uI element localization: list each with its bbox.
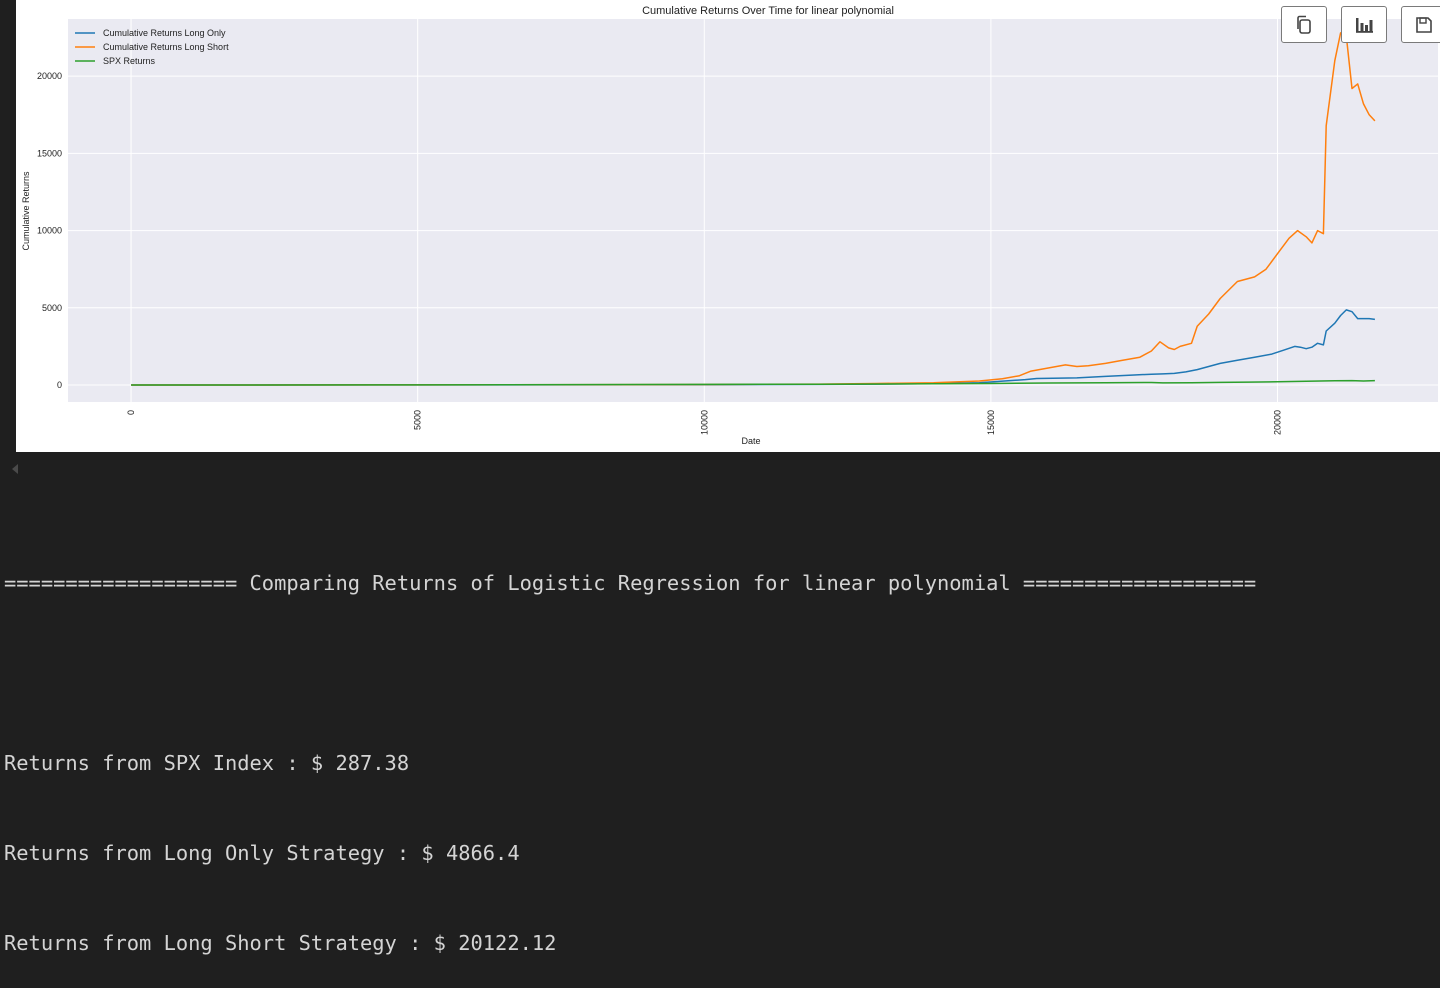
x-tick-label: 15000 [986, 410, 996, 435]
chart-title: Cumulative Returns Over Time for linear … [642, 5, 894, 17]
chart-view-button[interactable] [1341, 6, 1387, 43]
line-chart: 0 5000 10000 15000 20000 0 5000 10000 15000 20000… [21, 5, 1438, 446]
save-icon [1416, 16, 1432, 33]
copy-icon [1297, 15, 1311, 34]
y-tick-label: 15000 [37, 148, 62, 158]
y-tick-label: 5000 [42, 303, 62, 313]
x-axis-label: Date [741, 436, 760, 446]
x-tick-label: 5000 [413, 410, 423, 430]
legend-label: Cumulative Returns Long Short [103, 42, 229, 52]
plot-area [68, 19, 1438, 402]
series-line-1 [131, 309, 1376, 386]
save-button[interactable] [1401, 6, 1440, 43]
console-line-spx: Returns from SPX Index : $ 287.38 [4, 751, 410, 775]
copy-button[interactable] [1281, 6, 1327, 43]
legend-label: Cumulative Returns Long Only [103, 28, 226, 38]
console-line-long-short: Returns from Long Short Strategy : $ 201… [4, 931, 557, 955]
scroll-left-icon[interactable] [12, 464, 18, 474]
series-line-3 [131, 379, 1375, 386]
series-line-2 [131, 32, 1376, 386]
y-axis-label: Cumulative Returns [21, 171, 31, 251]
plot-output-panel: 0 5000 10000 15000 20000 0 5000 10000 15000 20000… [16, 0, 1440, 452]
console-output: =================== Comparing Returns of… [4, 508, 1440, 988]
console-line-long-only: Returns from Long Only Strategy : $ 4866… [4, 841, 520, 865]
x-tick-label: 10000 [699, 410, 709, 435]
y-tick-label: 10000 [37, 226, 62, 236]
bar-chart-icon [1356, 17, 1373, 33]
console-blank-line [4, 658, 1440, 688]
y-tick-label: 20000 [37, 71, 62, 81]
console-header: =================== Comparing Returns of… [4, 571, 1257, 595]
x-tick-label: 0 [126, 410, 136, 415]
y-tick-label: 0 [57, 380, 62, 390]
legend-label: SPX Returns [103, 56, 156, 66]
x-tick-label: 20000 [1272, 410, 1282, 435]
